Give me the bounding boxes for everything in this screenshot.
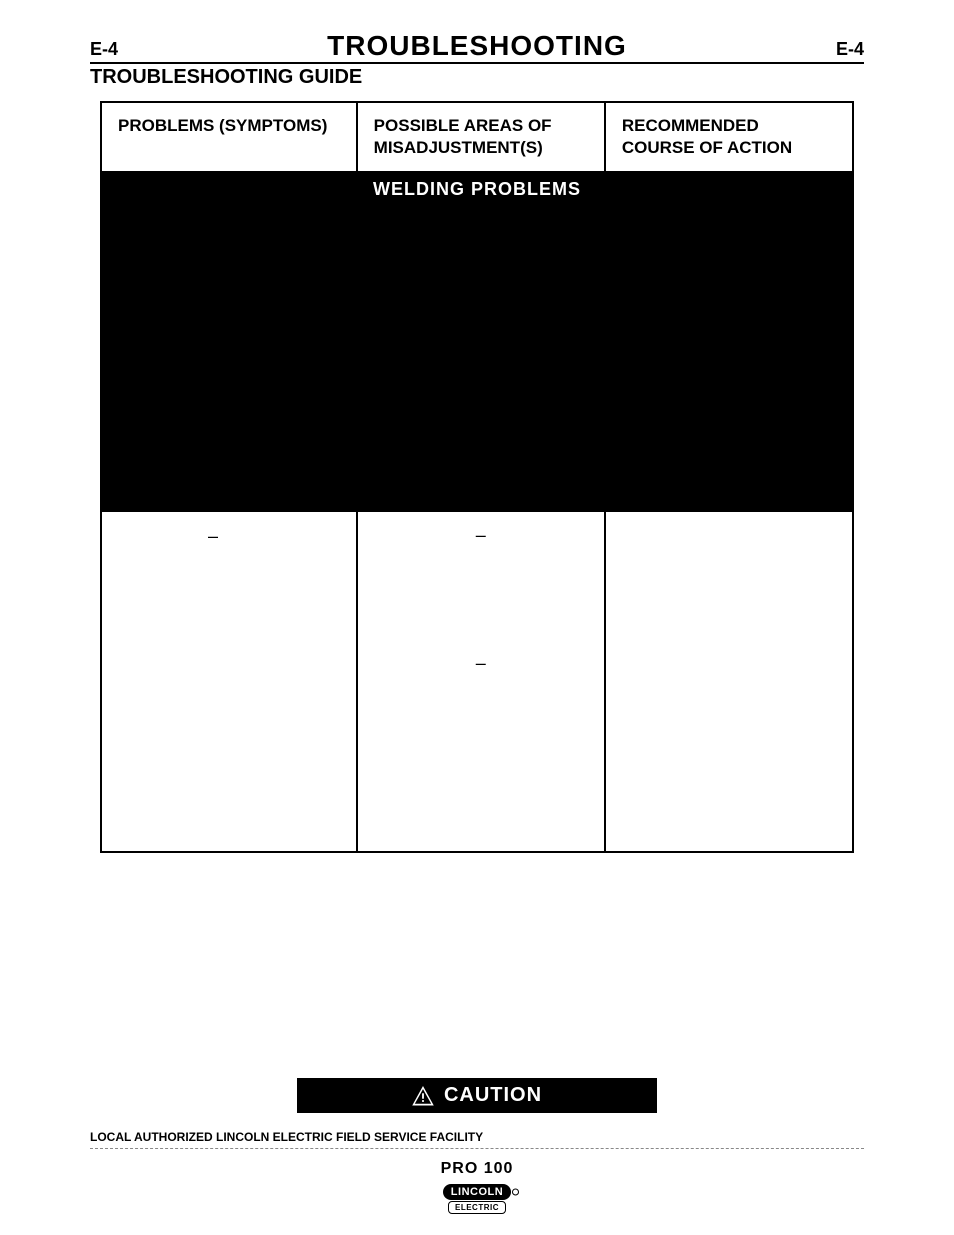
cell-problems: – — [101, 512, 357, 852]
page-title: TROUBLESHOOTING — [327, 30, 627, 62]
dash-marker: – — [374, 526, 588, 544]
caution-banner: CAUTION — [297, 1078, 657, 1113]
section-header-welding: WELDING PROBLEMS — [101, 172, 853, 512]
dash-marker: – — [374, 654, 588, 672]
brand-top: LINCOLN — [443, 1184, 511, 1200]
warning-triangle-icon — [412, 1086, 434, 1106]
header-row: E-4 TROUBLESHOOTING E-4 — [90, 0, 864, 64]
dash-marker: – — [118, 526, 340, 547]
troubleshooting-table-container: PROBLEMS (SYMPTOMS) POSSIBLE AREAS OF MI… — [100, 101, 854, 853]
cell-action — [605, 512, 853, 852]
section-subtitle: TROUBLESHOOTING GUIDE — [90, 64, 864, 101]
col-header-action: RECOMMENDED COURSE OF ACTION — [605, 102, 853, 172]
table-row: – – – — [101, 512, 853, 852]
lincoln-logo: LINCOLN ELECTRIC — [443, 1182, 511, 1214]
page-number-left: E-4 — [90, 39, 118, 60]
cell-misadjustment: – – — [357, 512, 605, 852]
brand-bottom: ELECTRIC — [448, 1201, 506, 1214]
facility-text: LOCAL AUTHORIZED LINCOLN ELECTRIC FIELD … — [90, 1130, 864, 1149]
col-header-problems: PROBLEMS (SYMPTOMS) — [101, 102, 357, 172]
troubleshooting-table: PROBLEMS (SYMPTOMS) POSSIBLE AREAS OF MI… — [100, 101, 854, 853]
col-header-misadjustment: POSSIBLE AREAS OF MISADJUSTMENT(S) — [357, 102, 605, 172]
page-number-right: E-4 — [836, 39, 864, 60]
caution-label: CAUTION — [444, 1084, 542, 1107]
footer: PRO 100 LINCOLN ELECTRIC — [0, 1160, 954, 1215]
product-name: PRO 100 — [0, 1160, 954, 1178]
